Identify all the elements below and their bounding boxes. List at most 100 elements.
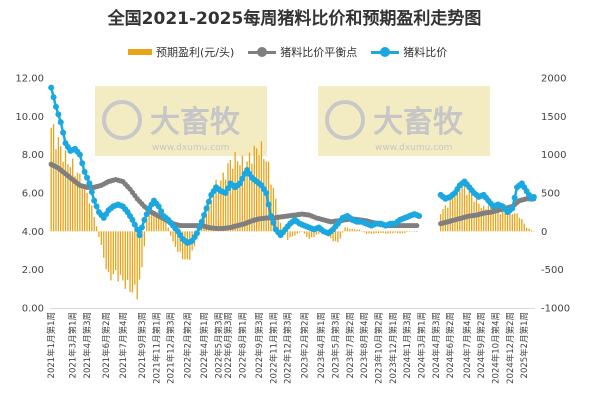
x-tick-label: 2021年9月第3周 [137,312,148,378]
profit-bar [461,186,463,232]
x-tick-label: 2023年7月第2周 [345,312,356,378]
profit-bar [459,190,461,232]
y-left-tick-label: 10.00 [15,112,44,123]
ratio-point [198,218,205,225]
profit-bar [174,231,177,248]
profit-bar [119,231,122,275]
profit-bar [482,205,485,232]
profit-bar [308,231,310,239]
y-axis-left: 0.00 2.00 4.00 6.00 8.00 10.00 12.00 [15,74,44,315]
profit-bar [387,231,389,234]
profit-bar [315,231,318,235]
profit-bar [244,172,246,232]
x-tick-label: 2022年11月第1周 [268,312,279,384]
profit-bar [454,196,456,232]
profit-bar [377,231,380,234]
chart-title: 全国2021-2025每周猪料比价和预期盈利走势图 [107,9,482,29]
profit-bar [394,231,396,233]
profit-bar [346,227,349,232]
profit-bar [184,231,186,260]
profit-bar [138,231,141,280]
profit-bar [88,203,91,232]
ratio-point [60,129,67,136]
x-tick-label: 2022年8月第1周 [237,312,248,378]
watermark-box [318,86,490,156]
ratio-point [141,216,148,223]
profit-bar [239,165,241,232]
y-left-tick-label: 4.00 [22,227,44,238]
profit-bar [449,197,451,232]
x-tick-label: 2023年8月第4周 [359,312,370,378]
profit-bar [91,205,93,232]
profit-bar [126,231,129,280]
y-right-tick-label: 1000 [541,150,566,161]
profit-bar [287,231,289,240]
profit-bar [516,213,518,232]
profit-bar [497,211,499,232]
y-left-tick-label: 12.00 [15,74,44,85]
profit-bar [177,231,179,252]
profit-bar [339,231,341,239]
profit-bar [471,193,473,232]
profit-bar [332,231,334,242]
profit-bar [363,231,365,233]
ratio-series [48,84,537,246]
ratio-point [138,224,145,231]
profit-bar [487,206,490,232]
profit-bar [396,231,399,234]
profit-bar [404,231,406,234]
profit-bar [356,229,358,232]
x-tick-label: 2021年3月第1周 [68,312,79,378]
x-tick-label: 2023年4月第1周 [316,312,327,378]
profit-bar [267,161,270,232]
profit-bar [313,231,315,238]
x-tick-label: 2023年5月第3周 [331,312,342,378]
ratio-point [86,180,93,187]
profit-bar [93,216,95,232]
profit-bar [349,228,351,232]
profit-bar [478,203,480,232]
ratio-point [91,197,98,204]
profit-bar [480,207,482,232]
profit-bar [370,231,372,234]
profit-bar [141,231,143,268]
profit-bar [408,231,411,232]
x-tick-label: 2022年2月第2周 [182,312,193,378]
x-tick-label: 2023年2月第2周 [299,312,310,378]
profit-bar [50,127,52,232]
profit-bar [222,172,224,232]
profit-bar [365,231,368,234]
watermark-right: 大畜牧 www.dxumu.com [318,86,490,156]
profit-bar [215,179,217,232]
profit-bar [511,214,513,232]
ratio-point [81,168,88,175]
profit-bar [162,217,165,232]
profit-bar [117,231,119,282]
profit-bar [256,148,258,232]
profit-bar [444,205,447,232]
profit-bar [368,231,370,234]
y-right-tick-label: 0 [541,227,547,238]
profit-bar [165,220,167,232]
profit-bar [146,220,148,232]
profit-bar [296,231,298,234]
ratio-point [158,208,165,215]
y-right-tick-label: -500 [541,265,564,276]
profit-bar [494,208,497,232]
watermark-logo [325,100,365,140]
profit-bar [463,183,466,232]
profit-bar [509,209,511,232]
y-left-tick-label: 0.00 [22,304,44,315]
ratio-point [55,111,62,118]
ratio-point [268,213,274,219]
profit-bar [105,231,107,270]
profit-bar [170,231,172,236]
profit-bar [303,231,306,234]
profit-bar [57,137,60,232]
profit-bar [342,231,344,233]
profit-bar [86,192,88,232]
ratio-point [48,84,55,91]
y-right-tick-label: 500 [541,189,560,200]
profit-bar [107,231,110,272]
